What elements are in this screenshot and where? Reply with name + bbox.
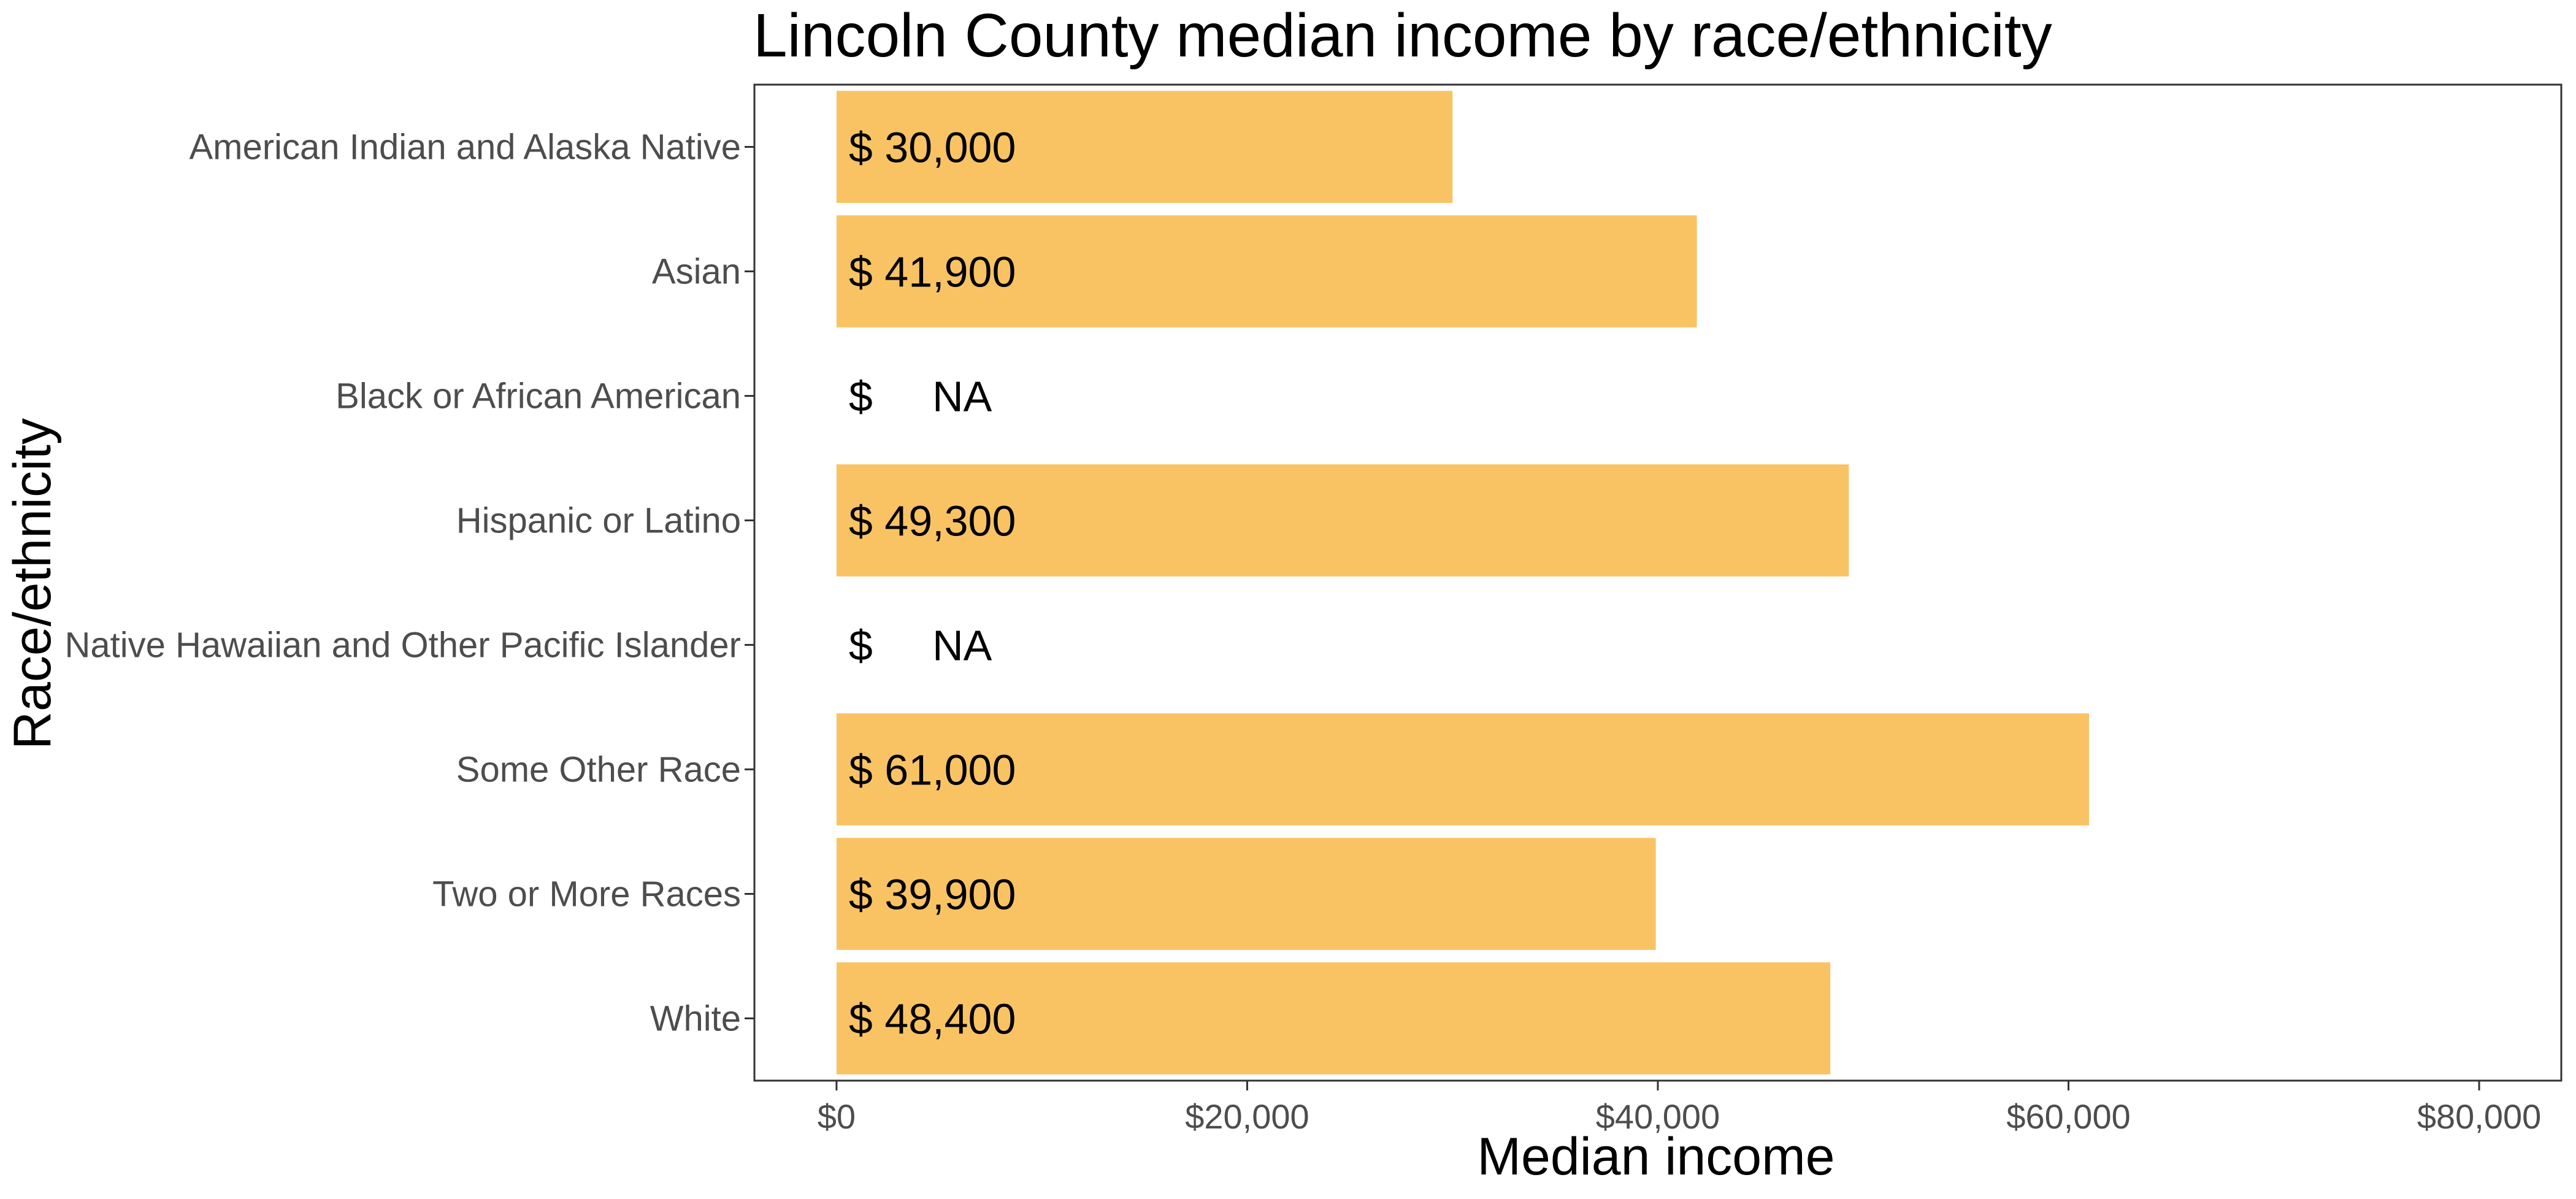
x-tick-label: $20,000	[1185, 1097, 1309, 1136]
x-tick-label: $60,000	[2006, 1097, 2130, 1136]
y-tick-label: Asian	[652, 252, 741, 292]
y-tick-label: Some Other Race	[456, 750, 741, 790]
bar	[836, 91, 1453, 203]
bar-value-label: $ 30,000	[849, 124, 1016, 172]
bar-value-label: $ 48,400	[849, 995, 1016, 1043]
bar	[836, 464, 1849, 577]
x-axis: $0 $20,000 $40,000 $60,000 $80,000	[818, 1081, 2541, 1136]
bar-labels-layer: $ 30,000 $ 41,900 $ NA $ 49,300 $ NA $ 61,000…	[849, 124, 1016, 1043]
y-tick-label: Two or More Races	[432, 875, 741, 914]
bar-value-label: $ 61,000	[849, 746, 1016, 794]
bar-value-label: $ 39,900	[849, 871, 1016, 919]
y-tick-label: Hispanic or Latino	[456, 501, 741, 541]
bar-value-label: $ NA	[849, 622, 992, 670]
bar-value-label: $ 41,900	[849, 248, 1016, 296]
chart-title: Lincoln County median income by race/eth…	[753, 1, 2052, 70]
bar	[836, 838, 1656, 950]
y-tick-label: Native Hawaiian and Other Pacific Island…	[64, 626, 741, 665]
x-tick-label: $0	[818, 1097, 856, 1136]
y-tick-label: White	[650, 999, 741, 1039]
bar	[836, 962, 1831, 1075]
y-axis: American Indian and Alaska Native Asian Bl…	[64, 128, 754, 1039]
bar	[836, 713, 2090, 826]
bar-value-label: $ 49,300	[849, 497, 1016, 545]
y-tick-label: Black or African American	[335, 377, 741, 416]
bar-value-label: $ NA	[849, 373, 992, 421]
y-axis-title: Race/ethnicity	[3, 418, 62, 749]
x-tick-label: $40,000	[1596, 1097, 1720, 1136]
bars-layer	[836, 91, 2090, 1075]
x-tick-label: $80,000	[2417, 1097, 2541, 1136]
bar	[836, 215, 1697, 328]
x-axis-title: Median income	[1477, 1127, 1834, 1186]
y-tick-label: American Indian and Alaska Native	[189, 128, 741, 167]
